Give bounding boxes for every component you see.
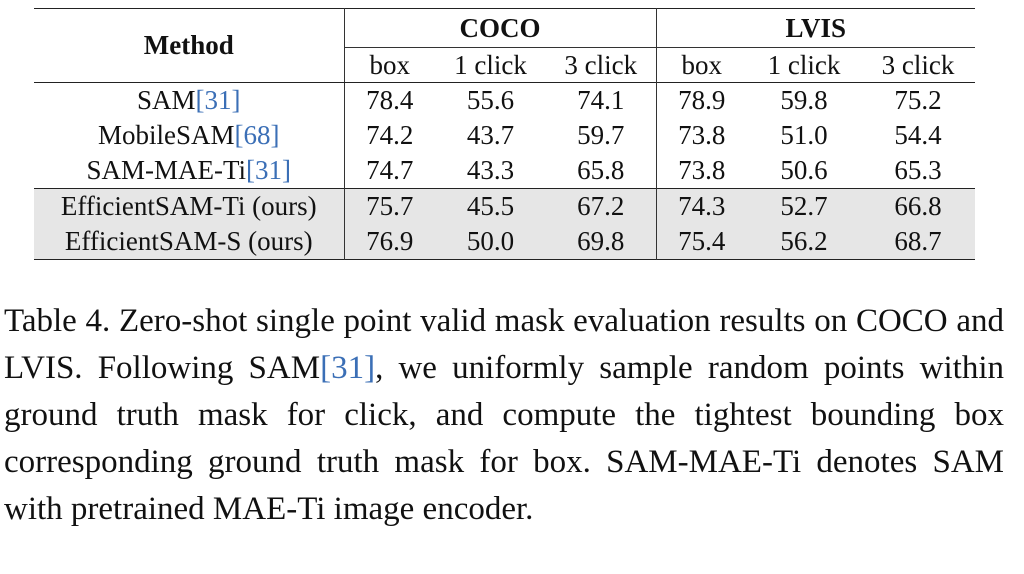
value-cell: 43.3 <box>466 155 515 185</box>
subheader-lvis-3click: 3 click <box>881 49 955 80</box>
value-cell: 59.7 <box>577 120 625 150</box>
value-cell: 43.7 <box>466 120 515 150</box>
subheader-lvis-1click: 1 click <box>767 49 841 80</box>
value-cell: 74.7 <box>343 153 435 189</box>
value-cell: 78.9 <box>655 82 747 118</box>
value-cell: 50.6 <box>780 155 828 185</box>
method-header: Method <box>34 8 344 83</box>
method-name: SAM-MAE-Ti <box>86 155 247 185</box>
value-cell: 73.8 <box>655 118 747 153</box>
value-cell: 75.7 <box>343 188 435 224</box>
value-cell: 50.0 <box>435 224 546 260</box>
table-row-ours: EfficientSAM-Ti (ours) 75.7 45.5 67.2 74… <box>34 188 975 224</box>
table-row: SAM[31] 78.4 55.6 74.1 78.9 59.8 75.2 <box>34 82 975 119</box>
value-cell: 78.4 <box>343 82 435 118</box>
method-cell: EfficientSAM-S (ours) <box>34 224 344 260</box>
method-name: MobileSAM <box>97 120 235 150</box>
table-caption: Table 4. Zero-shot single point valid ma… <box>4 298 1004 533</box>
value-cell: 59.8 <box>780 85 828 115</box>
subheader-coco-box: box <box>343 47 435 83</box>
method-cell: SAM[31] <box>34 83 344 119</box>
method-cell: SAM-MAE-Ti[31] <box>34 153 344 189</box>
value-cell: 67.2 <box>546 188 656 224</box>
value-cell: 69.8 <box>546 224 656 260</box>
value-cell: 73.8 <box>655 153 747 189</box>
value-cell: 66.8 <box>861 188 975 224</box>
value-cell: 56.2 <box>747 224 861 260</box>
value-cell: 68.7 <box>861 224 975 260</box>
caption-citation-link[interactable]: [31] <box>320 350 376 386</box>
value-cell: 45.5 <box>435 188 546 224</box>
value-cell: 52.7 <box>747 188 861 224</box>
value-cell: 54.4 <box>894 120 942 150</box>
method-name: EfficientSAM-S (ours) <box>64 226 313 256</box>
subheader-coco-3click: 3 click <box>564 49 638 80</box>
table-row-ours: EfficientSAM-S (ours) 76.9 50.0 69.8 75.… <box>34 224 975 260</box>
lvis-header: LVIS <box>655 8 975 48</box>
method-cell: MobileSAM[68] <box>34 118 344 153</box>
citation-link[interactable]: [68] <box>234 120 280 150</box>
value-cell: 55.6 <box>466 85 515 115</box>
coco-header: COCO <box>343 8 656 48</box>
value-cell: 74.1 <box>577 85 625 115</box>
table-row: MobileSAM[68] 74.2 43.7 59.7 73.8 51.0 5… <box>34 118 975 153</box>
value-cell: 51.0 <box>780 120 828 150</box>
method-name: EfficientSAM-Ti (ours) <box>60 191 317 221</box>
value-cell: 75.2 <box>894 85 942 115</box>
caption-text-part2: , we uniformly sample random points with… <box>4 350 1004 527</box>
value-cell: 74.2 <box>343 118 435 153</box>
method-cell: EfficientSAM-Ti (ours) <box>34 188 344 224</box>
results-table-container: Method COCO LVIS box 1 click 3 click box… <box>34 8 975 260</box>
value-cell: 65.3 <box>894 155 942 185</box>
caption-text-part1: Table 4. Zero-shot single point valid ma… <box>4 303 1004 386</box>
citation-link[interactable]: [31] <box>195 85 241 115</box>
value-cell: 74.3 <box>655 188 747 224</box>
citation-link[interactable]: [31] <box>246 155 292 185</box>
table-row: SAM-MAE-Ti[31] 74.7 43.3 65.8 73.8 50.6 … <box>34 153 975 189</box>
results-table: Method COCO LVIS box 1 click 3 click box… <box>34 8 975 260</box>
subheader-lvis-box: box <box>655 47 747 83</box>
value-cell: 75.4 <box>655 224 747 260</box>
value-cell: 65.8 <box>577 155 625 185</box>
subheader-coco-1click: 1 click <box>454 49 527 80</box>
value-cell: 76.9 <box>343 224 435 260</box>
method-name: SAM <box>136 85 196 115</box>
